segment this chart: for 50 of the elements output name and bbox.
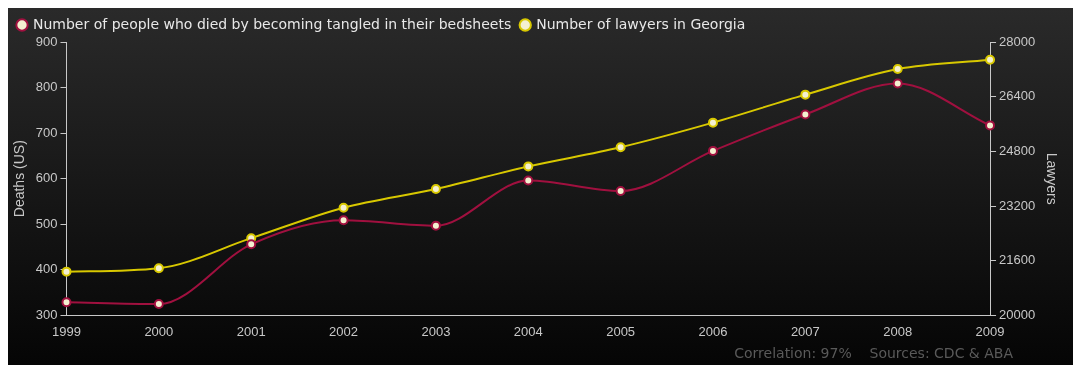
y-axis-title: Deaths (US) <box>11 140 28 218</box>
legend-label: Number of lawyers in Georgia <box>536 15 746 32</box>
point <box>61 266 72 277</box>
point <box>338 215 349 226</box>
x-tick-label: 1999 <box>52 323 81 339</box>
x-tick-label: 2008 <box>883 323 913 339</box>
y2-tick-label: 24800 <box>999 142 1036 158</box>
legend-label: Number of people who died by becoming tangled in their bedsheets <box>33 15 512 32</box>
y-tick-label: 600 <box>35 170 58 186</box>
point <box>892 64 903 74</box>
point <box>246 239 257 250</box>
point <box>892 78 903 89</box>
y2-tick-label: 26400 <box>999 88 1036 104</box>
y2-tick-label: 23200 <box>999 197 1036 213</box>
point <box>523 161 534 172</box>
point <box>430 220 441 231</box>
point <box>430 183 441 194</box>
point <box>707 145 718 156</box>
point <box>800 89 811 100</box>
point <box>800 109 811 120</box>
x-tick-label: 2009 <box>975 323 1005 339</box>
x-tick-label: 2002 <box>329 323 359 339</box>
y-tick-label: 500 <box>35 215 58 231</box>
point <box>153 299 164 310</box>
point <box>707 117 718 128</box>
point <box>985 120 996 131</box>
point <box>615 142 626 153</box>
y2-tick-label: 21600 <box>999 252 1036 268</box>
y-tick-label: 300 <box>35 306 58 322</box>
y-tick-label: 900 <box>35 33 58 49</box>
y2-axis-title: Lawyers <box>1043 152 1060 205</box>
point <box>523 175 534 186</box>
text: Correlation: 97% Sources: CDC & ABA <box>734 344 1014 361</box>
x-tick-label: 2000 <box>144 323 174 339</box>
point <box>61 297 72 308</box>
y-tick-label: 400 <box>35 261 58 277</box>
x-tick-label: 2001 <box>236 323 266 339</box>
point <box>153 263 164 274</box>
x-tick-label: 2007 <box>790 323 820 339</box>
x-tick-label: 2004 <box>513 323 543 339</box>
point <box>985 54 996 65</box>
x-tick-label: 2003 <box>421 323 451 339</box>
x-tick-label: 2005 <box>606 323 636 339</box>
y-tick-label: 800 <box>35 79 58 95</box>
x-tick-label: 2006 <box>698 323 728 339</box>
y-tick-label: 700 <box>35 124 58 140</box>
y2-tick-label: 28000 <box>999 33 1036 49</box>
y2-tick-label: 20000 <box>999 306 1036 322</box>
point <box>338 202 349 213</box>
point <box>615 186 626 196</box>
